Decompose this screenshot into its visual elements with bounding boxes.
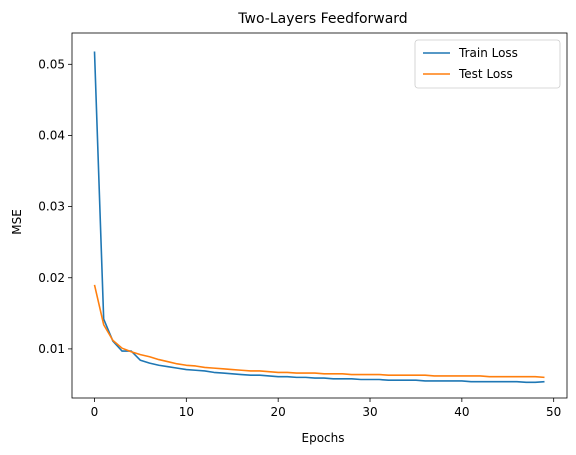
x-axis-label: Epochs: [302, 431, 345, 445]
legend-item-test-loss: Test Loss: [423, 67, 513, 81]
x-tick-label: 10: [179, 405, 194, 419]
train-loss-line: [93, 51, 545, 384]
plot-frame: [71, 32, 568, 399]
chart-title: Two-Layers Feedforward: [237, 11, 407, 27]
legend-item-train-loss: Train Loss: [423, 46, 518, 60]
x-tick-label: 40: [454, 405, 469, 419]
x-tick-label: 30: [362, 405, 377, 419]
x-tick-label: 0: [91, 405, 99, 419]
plot-area: [71, 32, 568, 399]
x-axis: 0 10 20 30 40 50: [91, 398, 561, 419]
y-axis: 0.01 0.02 0.03 0.04 0.05: [38, 57, 72, 356]
test-loss-line: [93, 284, 545, 379]
legend-box: [414, 39, 561, 89]
x-tick-label: 20: [271, 405, 286, 419]
y-tick-label: 0.04: [38, 128, 65, 142]
y-tick-label: 0.02: [38, 271, 65, 285]
y-tick-label: 0.05: [38, 57, 65, 71]
y-tick-label: 0.03: [38, 200, 65, 214]
legend-label: Train Loss: [458, 46, 518, 60]
x-tick-label: 50: [546, 405, 561, 419]
y-axis-label: MSE: [10, 209, 24, 235]
legend-label: Test Loss: [458, 67, 513, 81]
y-tick-label: 0.01: [38, 342, 65, 356]
legend: Train Loss Test Loss: [414, 39, 561, 89]
